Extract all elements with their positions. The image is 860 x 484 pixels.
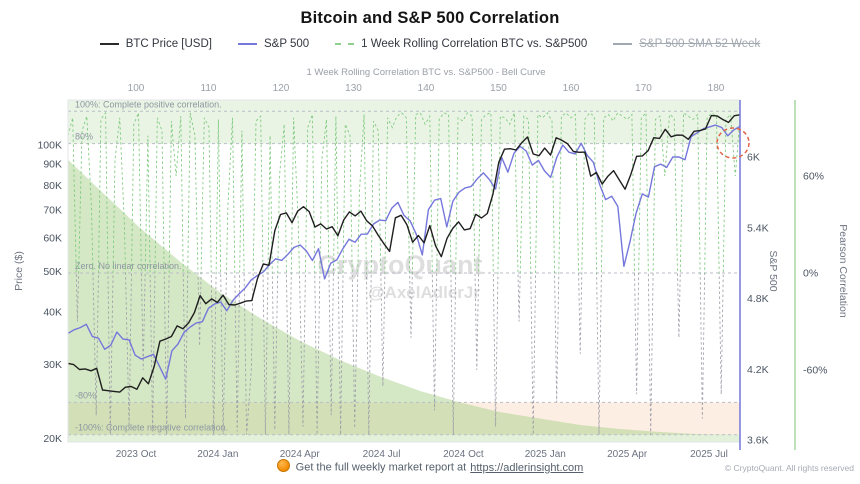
left-axis-tick: 50K — [43, 266, 62, 278]
watermark-line1: CryptoQuant — [318, 250, 483, 280]
pearson-axis-tick: 0% — [803, 268, 818, 280]
sp-axis-tick: 3.6K — [747, 435, 769, 447]
legend-line-icon — [237, 43, 257, 45]
top-axis-title: 1 Week Rolling Correlation BTC vs. S&P50… — [306, 67, 545, 78]
top-axis-tick: 150 — [490, 83, 507, 94]
left-axis-tick: 100K — [37, 140, 62, 152]
legend-label: BTC Price [USD] — [125, 38, 212, 50]
left-axis-tick: 30K — [43, 359, 62, 371]
copyright: © CryptoQuant. All rights reserved — [724, 463, 854, 473]
ref-label-100: 100%: Complete positive correlation. — [75, 99, 222, 109]
legend-line-icon — [335, 43, 355, 45]
sp-axis-title: S&P 500 — [767, 250, 779, 291]
ref-label-0: Zero. No linear correlation. — [75, 261, 182, 271]
legend-item-0[interactable]: BTC Price [USD] — [99, 38, 212, 50]
left-axis-title: Price ($) — [13, 251, 25, 291]
report-note: Get the full weekly market report at http… — [0, 459, 860, 474]
legend-label: S&P 500 SMA 52 Week — [639, 38, 761, 50]
left-axis-tick: 90K — [43, 159, 62, 171]
legend-item-3[interactable]: S&P 500 SMA 52 Week — [613, 38, 760, 50]
legend-label: 1 Week Rolling Correlation BTC vs. S&P50… — [361, 38, 588, 50]
pearson-axis-tick: -60% — [803, 365, 828, 377]
bottom-axis-tick: 2024 Oct — [443, 449, 484, 460]
legend-item-1[interactable]: S&P 500 — [237, 38, 310, 50]
top-axis-tick: 170 — [635, 83, 652, 94]
sp500-line — [67, 124, 741, 380]
sp-axis-tick: 4.2K — [747, 364, 769, 376]
top-axis-tick: 120 — [273, 83, 290, 94]
legend-label: S&P 500 — [263, 38, 310, 50]
bottom-axis-tick: 2025 Jul — [690, 449, 728, 460]
chart-title: Bitcoin and S&P 500 Correlation — [300, 9, 560, 27]
left-axis-tick: 20K — [43, 433, 62, 445]
legend-item-2[interactable]: 1 Week Rolling Correlation BTC vs. S&P50… — [335, 38, 587, 50]
bottom-axis-tick: 2025 Apr — [607, 449, 648, 460]
legend-line-icon — [613, 43, 633, 45]
top-axis-tick: 140 — [418, 83, 435, 94]
left-axis-tick: 70K — [43, 205, 62, 217]
pearson-axis-title: Pearson Correlation — [837, 224, 849, 318]
bottom-axis-tick: 2025 Jan — [525, 449, 566, 460]
top-axis-tick: 130 — [345, 83, 362, 94]
highlight-circle — [716, 127, 750, 159]
top-axis-tick: 180 — [708, 83, 725, 94]
btc-price-line — [67, 114, 741, 393]
bottom-axis-tick: 2024 Jan — [197, 449, 238, 460]
left-axis-tick: 40K — [43, 307, 62, 319]
bottom-axis-tick: 2024 Apr — [280, 449, 321, 460]
sp-axis-tick: 5.4K — [747, 222, 769, 234]
top-axis-tick: 110 — [201, 83, 217, 94]
orange-dot-icon — [276, 459, 290, 472]
pearson-axis-tick: 60% — [803, 170, 824, 182]
ref-label-80: 80% — [75, 132, 93, 142]
report-text: Get the full weekly market report at — [295, 461, 467, 474]
legend: BTC Price [USD] S&P 500 1 Week Rolling Cor… — [0, 38, 860, 50]
band-2 — [68, 434, 740, 442]
ref-label--80: -80% — [75, 390, 96, 400]
sp-axis-tick: 4.8K — [747, 293, 769, 305]
top-axis-tick: 100 — [128, 83, 145, 94]
correlation-line-positive — [68, 111, 740, 273]
bottom-axis-tick: 2024 Jul — [363, 449, 401, 460]
left-axis-tick: 80K — [43, 180, 62, 192]
sp-axis-tick: 6K — [747, 152, 760, 164]
legend-line-icon — [99, 43, 119, 45]
top-axis-tick: 160 — [563, 83, 580, 94]
report-link[interactable]: https://adlerinsight.com — [470, 461, 584, 474]
bottom-axis-tick: 2023 Oct — [116, 449, 157, 460]
ref-label--100: -100%: Complete negative correlation. — [75, 423, 228, 433]
watermark-line2: @AxelAdlerJr — [368, 283, 480, 302]
left-axis-tick: 60K — [43, 233, 62, 245]
